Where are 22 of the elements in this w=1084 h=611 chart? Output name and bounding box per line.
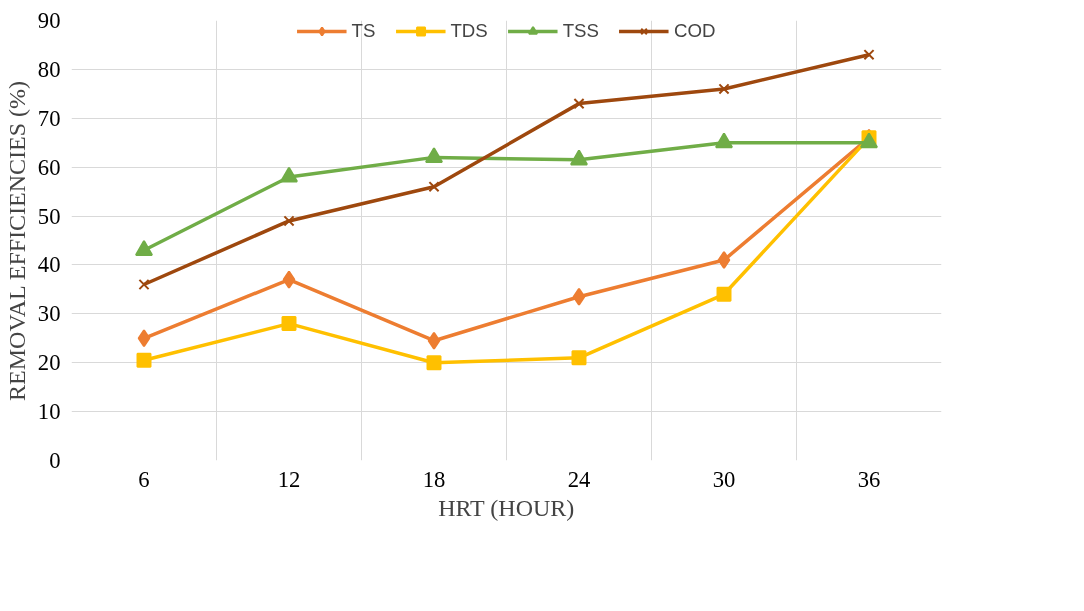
legend-label: TS	[351, 20, 376, 42]
y-tick-label: 90	[37, 8, 61, 33]
y-tick-label: 40	[37, 252, 61, 278]
legend-label: TDS	[450, 20, 488, 42]
legend-label: TSS	[562, 20, 599, 42]
x-tick-label: 6	[138, 466, 150, 492]
y-axis-title: REMOVAL EFFICIENCIES (%)	[3, 80, 30, 401]
y-tick-label: 60	[37, 154, 61, 180]
y-tick-label: 80	[37, 56, 61, 82]
y-tick-label: 10	[37, 399, 61, 425]
x-tick-label: 24	[567, 466, 591, 492]
x-tick-label: 18	[422, 466, 446, 492]
y-tick-label: 0	[49, 448, 61, 473]
x-tick-label: 12	[277, 466, 301, 492]
x-tick-label: 36	[857, 466, 881, 492]
y-tick-label: 20	[37, 350, 61, 376]
x-axis-title: HRT (HOUR)	[438, 494, 575, 521]
legend-label: COD	[673, 20, 716, 42]
y-tick-label: 30	[37, 301, 61, 327]
y-tick-label: 70	[37, 105, 61, 131]
x-tick-label: 30	[712, 466, 736, 492]
y-tick-label: 50	[37, 203, 61, 229]
